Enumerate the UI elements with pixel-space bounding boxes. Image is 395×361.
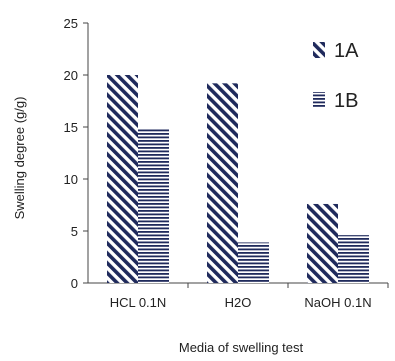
- x-axis-label: Media of swelling test: [179, 340, 304, 355]
- y-tick-label: 25: [64, 16, 78, 31]
- bar-1A-H2O: [207, 83, 238, 283]
- y-axis-label: Swelling degree (g/g): [12, 97, 27, 220]
- x-tick-label: H2O: [225, 295, 252, 310]
- bar-1B-NaOH-0.1N: [338, 235, 369, 283]
- y-tick-label: 5: [71, 224, 78, 239]
- bar-1A-NaOH-0.1N: [307, 203, 338, 283]
- legend-swatch-1B: [313, 92, 325, 108]
- bar-1A-HCL-0.1N: [107, 75, 138, 283]
- legend-swatch-1A: [313, 42, 325, 58]
- y-tick-label: 20: [64, 68, 78, 83]
- legend-label-1A: 1A: [334, 40, 359, 62]
- bar-1B-HCL-0.1N: [138, 129, 169, 283]
- legend-label-1B: 1B: [334, 90, 358, 112]
- y-tick-label: 10: [64, 172, 78, 187]
- x-tick-label: NaOH 0.1N: [304, 295, 371, 310]
- x-tick-label: HCL 0.1N: [110, 295, 167, 310]
- y-tick-label: 0: [71, 276, 78, 291]
- bar-1B-H2O: [238, 242, 269, 283]
- y-tick-label: 15: [64, 120, 78, 135]
